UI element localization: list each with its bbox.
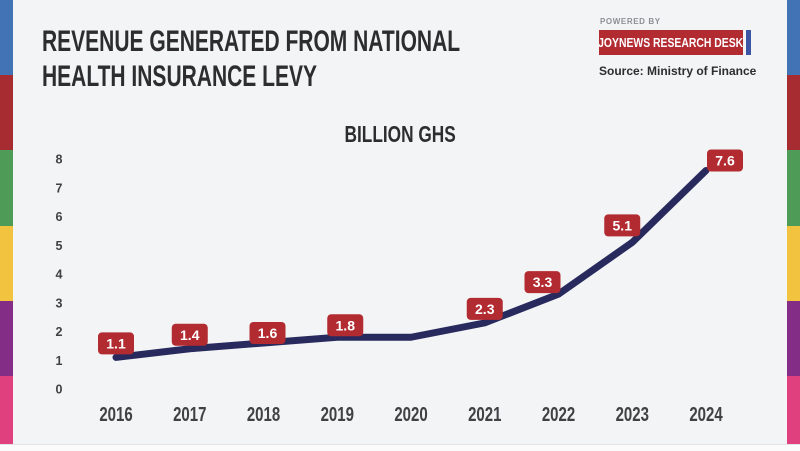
x-axis-tick: 2019: [321, 403, 354, 426]
title-line-2: HEALTH INSURANCE LEVY: [42, 60, 317, 93]
x-axis-tick-label: 2024: [689, 403, 722, 426]
stripe-segment: [0, 75, 13, 151]
x-axis-tick-label: 2019: [321, 403, 354, 426]
x-axis-tick: 2020: [394, 403, 427, 426]
brand-badge-label: JOYNEWS RESEARCH DESK: [598, 35, 744, 50]
x-axis-tick: 2024: [689, 403, 722, 426]
data-point-label-box: [98, 332, 134, 355]
x-axis-tick-label: 2017: [173, 403, 206, 426]
title-line-1: REVENUE GENERATED FROM NATIONAL: [42, 25, 461, 58]
data-point-label-box: [249, 322, 286, 344]
x-axis-tick: 2016: [99, 403, 132, 426]
y-axis-tick-label: 5: [56, 239, 63, 253]
stripe-segment: [787, 300, 800, 376]
data-point-label-box: [604, 214, 641, 237]
data-point-label: 7.6: [715, 153, 735, 169]
chart-title: BILLION GHS: [344, 121, 456, 147]
right-color-stripe: [787, 0, 800, 451]
data-point-label-box: [466, 297, 503, 320]
x-axis-tick-label: 2022: [542, 403, 575, 426]
y-axis-tick-label: 0: [56, 383, 63, 397]
brand-badge-row: JOYNEWS RESEARCH DESK: [598, 30, 756, 55]
stripe-segment: [787, 375, 800, 451]
data-point-label: 1.4: [180, 327, 200, 343]
x-axis-tick-label: 2023: [616, 403, 649, 426]
x-axis-tick-label: 2018: [247, 403, 280, 426]
x-axis-tick-label: 2016: [99, 403, 132, 426]
stripe-segment: [787, 150, 800, 226]
data-point-label: 1.8: [336, 317, 356, 333]
data-point-label: 3.3: [533, 274, 553, 290]
left-color-stripe: [0, 0, 13, 451]
x-axis-tick: 2022: [542, 403, 575, 426]
stripe-segment: [0, 300, 13, 376]
data-point-label: 5.1: [613, 217, 633, 233]
x-axis-tick-label: 2021: [468, 403, 501, 426]
stripe-segment: [787, 225, 800, 301]
y-axis-tick-label: 2: [56, 325, 63, 339]
data-point-label: 1.6: [258, 325, 278, 341]
y-axis-tick-label: 6: [56, 210, 63, 224]
data-point-label: 2.3: [475, 301, 495, 317]
revenue-line: [112, 167, 710, 361]
joynews-brand-badge: JOYNEWS RESEARCH DESK: [598, 30, 744, 55]
stripe-segment: [0, 225, 13, 301]
bottom-edge-strip: [0, 444, 800, 451]
data-point-label-box: [524, 271, 561, 294]
stripe-segment: [0, 150, 13, 226]
stripe-segment: [787, 0, 800, 76]
y-axis-tick-label: 4: [56, 268, 63, 282]
data-point-label-box: [327, 314, 364, 337]
y-axis-tick-label: 7: [56, 181, 63, 195]
data-point-label-box: [171, 323, 208, 346]
x-axis-tick: 2018: [247, 403, 280, 426]
page-title: REVENUE GENERATED FROM NATIONAL HEALTH I…: [42, 24, 639, 94]
data-point-label-box: [707, 149, 743, 172]
source-text: Source: Ministry of Finance: [599, 64, 757, 78]
x-axis-tick-label: 2020: [394, 403, 427, 426]
brand-accent-bar: [746, 30, 751, 55]
stripe-segment: [0, 0, 13, 76]
x-axis-tick: 2021: [468, 403, 501, 426]
stripe-segment: [0, 375, 13, 451]
stripe-segment: [787, 75, 800, 151]
x-axis-tick: 2023: [616, 403, 649, 426]
data-point-label: 1.1: [106, 335, 126, 351]
powered-by-block: POWERED BY JOYNEWS RESEARCH DESK Source:…: [598, 17, 757, 78]
y-axis-tick-label: 1: [56, 354, 63, 368]
y-axis-tick-label: 8: [56, 153, 63, 167]
x-axis-tick: 2017: [173, 403, 206, 426]
powered-by-label: POWERED BY: [600, 17, 661, 26]
y-axis-tick-label: 3: [56, 296, 63, 310]
